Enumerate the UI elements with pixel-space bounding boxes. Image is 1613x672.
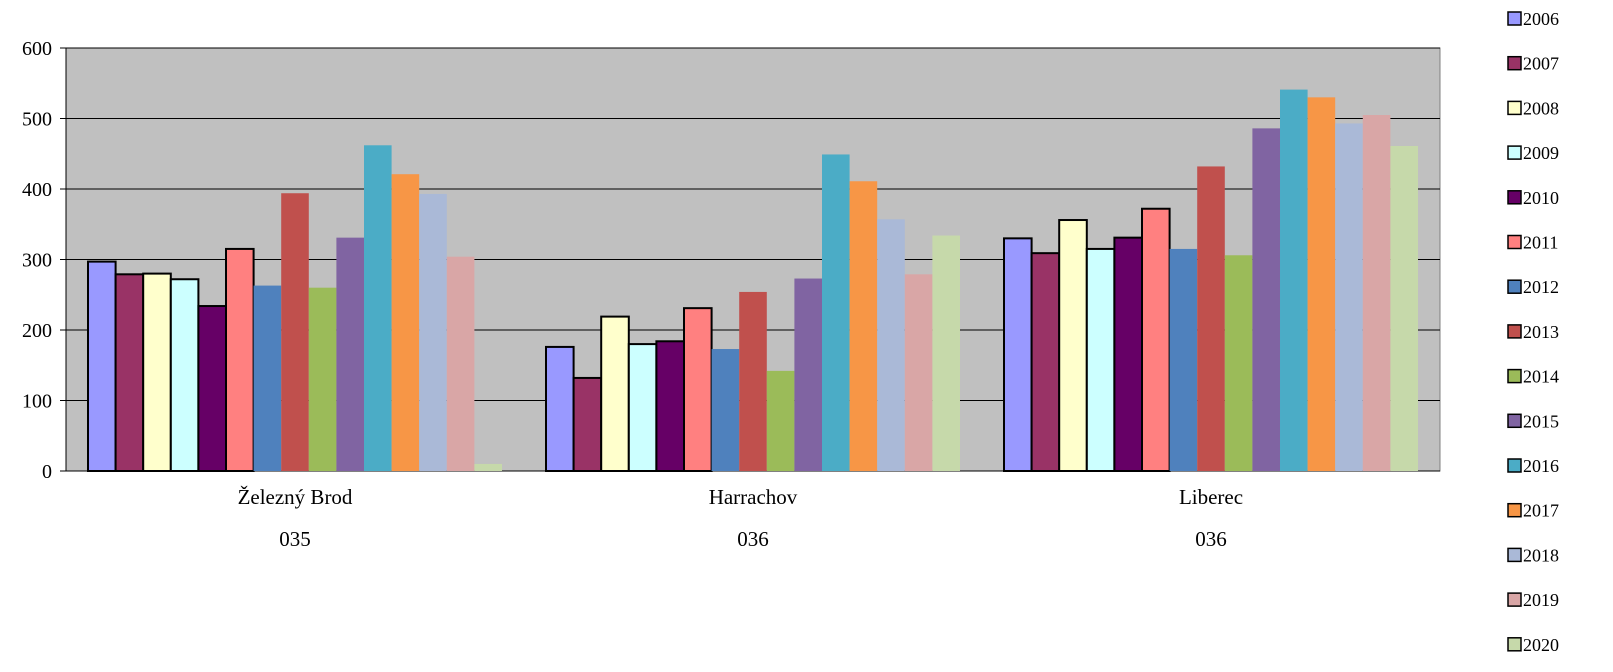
bar-2009-1 (627, 343, 658, 473)
x-category-label: Harrachov (709, 485, 798, 509)
legend-label-2012: 2012 (1523, 277, 1559, 297)
bar-2009-0 (169, 278, 200, 472)
x-category-code: 036 (1195, 527, 1227, 551)
legend-label-2006: 2006 (1523, 9, 1559, 29)
bar-2012-1 (711, 349, 740, 471)
bar-2020-1 (932, 235, 960, 471)
bar-2016-1 (822, 154, 850, 471)
bar-2015-0 (336, 237, 364, 471)
legend-swatch-2009 (1507, 145, 1522, 160)
bar-2008-2 (1058, 219, 1088, 472)
legend-label-2008: 2008 (1523, 98, 1559, 118)
bar-2019-0 (446, 256, 475, 471)
legend-label-2017: 2017 (1523, 501, 1559, 521)
bar-2006-0 (87, 260, 117, 472)
legend-swatch-2017 (1507, 502, 1522, 518)
x-category-code: 036 (737, 527, 769, 551)
bar-2013-1 (739, 291, 767, 471)
legend-swatch-2012 (1507, 279, 1522, 294)
bar-2014-0 (308, 287, 337, 471)
y-tick-label: 100 (22, 391, 52, 413)
bar-2014-1 (766, 370, 795, 471)
bar-2009-2 (1085, 247, 1116, 472)
y-tick-label: 400 (22, 179, 52, 201)
legend-swatch-2019 (1507, 592, 1522, 607)
bar-2018-1 (877, 219, 905, 471)
bar-2011-1 (683, 307, 713, 472)
x-category-label: Liberec (1179, 485, 1243, 509)
bar-2011-2 (1141, 207, 1171, 473)
legend: 2006 2007 2008 2009 2010 2011 2012 2013 2014 2015… (1507, 9, 1559, 655)
legend-label-2016: 2016 (1523, 456, 1559, 476)
legend-swatch-2010 (1507, 190, 1522, 205)
legend-swatch-2011 (1507, 234, 1522, 250)
bar-2008-0 (142, 272, 172, 472)
legend-swatch-2015 (1507, 413, 1522, 429)
legend-label-2015: 2015 (1523, 411, 1559, 431)
bar-2016-0 (364, 145, 392, 472)
bar-2007-2 (1030, 252, 1061, 472)
bar-2013-2 (1197, 166, 1225, 471)
bar-2019-2 (1362, 114, 1391, 471)
y-tick-label: 500 (22, 109, 52, 131)
bar-2011-0 (225, 247, 255, 472)
legend-swatch-2007 (1507, 55, 1522, 71)
x-category-code: 035 (279, 527, 311, 551)
bar-2007-1 (572, 376, 603, 472)
legend-swatch-2008 (1507, 100, 1522, 116)
legend-label-2014: 2014 (1523, 367, 1559, 387)
legend-label-2011: 2011 (1523, 233, 1558, 253)
legend-swatch-2006 (1507, 11, 1522, 26)
legend-label-2019: 2019 (1523, 590, 1559, 610)
bar-2017-1 (849, 181, 878, 471)
bar-2014-2 (1224, 255, 1253, 471)
bar-2018-0 (419, 193, 447, 471)
bar-2010-0 (197, 305, 227, 472)
y-tick-label: 300 (22, 250, 52, 272)
bar-2008-1 (600, 315, 630, 473)
y-tick-label: 200 (22, 320, 52, 342)
bar-2017-2 (1307, 97, 1336, 471)
legend-swatch-2014 (1507, 368, 1522, 384)
legend-swatch-2020 (1507, 637, 1522, 652)
y-tick-label: 0 (42, 461, 52, 483)
bar-2020-0 (474, 463, 502, 471)
legend-label-2013: 2013 (1523, 322, 1559, 342)
bar-2018-2 (1335, 123, 1363, 471)
bar-2010-2 (1113, 236, 1144, 472)
bar-2015-2 (1252, 128, 1280, 471)
bar-2012-2 (1169, 248, 1198, 471)
y-tick-label: 600 (22, 38, 52, 60)
bars (87, 89, 1418, 473)
legend-label-2018: 2018 (1523, 545, 1559, 565)
bar-2020-2 (1390, 145, 1418, 471)
bar-2013-0 (281, 193, 309, 472)
bar-2010-1 (655, 340, 686, 472)
legend-swatch-2013 (1507, 324, 1522, 339)
bar-2012-0 (253, 285, 282, 471)
bar-2015-1 (794, 278, 822, 471)
bar-2017-0 (391, 174, 420, 471)
legend-label-2010: 2010 (1523, 188, 1559, 208)
legend-swatch-2018 (1507, 547, 1522, 563)
bar-2019-1 (904, 274, 933, 471)
x-axis: Železný Brod 035 Harrachov 036 Liberec 036 (238, 485, 1244, 551)
legend-label-2009: 2009 (1523, 143, 1559, 163)
legend-swatch-2016 (1507, 458, 1522, 473)
legend-label-2020: 2020 (1523, 635, 1559, 655)
bar-2006-2 (1003, 237, 1033, 472)
bar-2006-1 (545, 345, 575, 473)
bar-2007-0 (114, 273, 145, 472)
legend-label-2007: 2007 (1523, 54, 1559, 74)
x-category-label: Železný Brod (238, 485, 353, 509)
bar-2016-2 (1280, 89, 1308, 471)
